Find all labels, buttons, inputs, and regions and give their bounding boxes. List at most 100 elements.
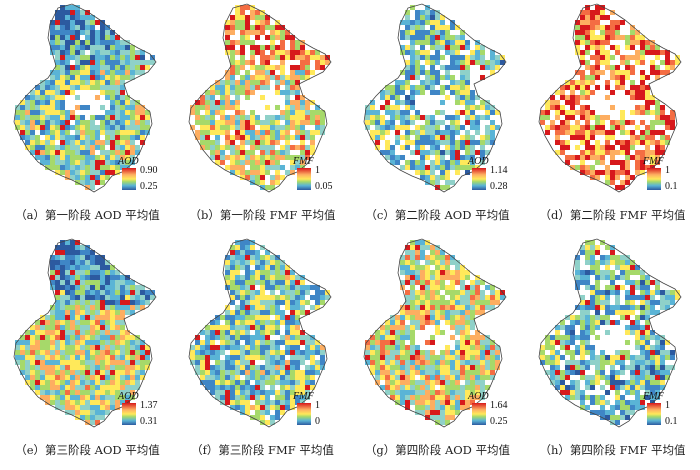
raster-cell [55, 295, 60, 300]
raster-cell [90, 35, 95, 40]
raster-cell [75, 305, 80, 310]
raster-cell [455, 355, 460, 360]
raster-cell [600, 45, 605, 50]
raster-cell [600, 170, 605, 175]
raster-cell [410, 290, 415, 295]
raster-cell [650, 360, 655, 365]
raster-cell [260, 325, 265, 330]
raster-cell [435, 255, 440, 260]
raster-cell [425, 395, 430, 400]
raster-cell [80, 15, 85, 20]
raster-cell [420, 410, 425, 415]
raster-cell [100, 80, 105, 85]
raster-cell [85, 265, 90, 270]
raster-cell [90, 185, 95, 190]
raster-cell [245, 70, 250, 75]
raster-cell [650, 130, 655, 135]
raster-cell [605, 330, 610, 335]
raster-cell [600, 60, 605, 65]
raster-cell [405, 65, 410, 70]
raster-cell [445, 315, 450, 320]
raster-cell [225, 335, 230, 340]
raster-cell [580, 60, 585, 65]
raster-cell [95, 270, 100, 275]
raster-cell [250, 65, 255, 70]
raster-cell [45, 165, 50, 170]
raster-cell [225, 260, 230, 265]
raster-cell [270, 150, 275, 155]
raster-cell [650, 345, 655, 350]
raster-cell [480, 335, 485, 340]
raster-cell [420, 50, 425, 55]
raster-cell [230, 125, 235, 130]
raster-cell [450, 295, 455, 300]
raster-cell [230, 270, 235, 275]
raster-cell [590, 265, 595, 270]
raster-cell [455, 310, 460, 315]
raster-cell [70, 165, 75, 170]
raster-cell [565, 95, 570, 100]
raster-cell [60, 120, 65, 125]
raster-cell [570, 80, 575, 85]
raster-cell [110, 290, 115, 295]
raster-cell [290, 295, 295, 300]
raster-cell [95, 35, 100, 40]
raster-cell [425, 135, 430, 140]
raster-cell [245, 285, 250, 290]
raster-cell [465, 285, 470, 290]
raster-cell [270, 135, 275, 140]
raster-cell [415, 30, 420, 35]
raster-cell [85, 175, 90, 180]
raster-cell [425, 35, 430, 40]
caption-c: （c）第二阶段 AOD 平均值 [365, 208, 510, 222]
raster-cell [425, 140, 430, 145]
raster-cell [445, 165, 450, 170]
raster-cell [255, 250, 260, 255]
raster-cell [230, 150, 235, 155]
raster-cell [390, 375, 395, 380]
raster-cell [420, 140, 425, 145]
raster-cell [460, 35, 465, 40]
raster-cell [280, 35, 285, 40]
raster-cell [245, 250, 250, 255]
raster-cell [45, 350, 50, 355]
raster-cell [120, 305, 125, 310]
raster-cell [70, 40, 75, 45]
raster-cell [465, 405, 470, 410]
raster-cell [75, 325, 80, 330]
raster-cell [430, 300, 435, 305]
raster-cell [385, 390, 390, 395]
raster-cell [60, 390, 65, 395]
raster-cell [230, 250, 235, 255]
raster-cell [640, 295, 645, 300]
raster-cell [90, 320, 95, 325]
raster-cell [590, 170, 595, 175]
raster-cell [90, 305, 95, 310]
raster-cell [420, 360, 425, 365]
raster-cell [600, 5, 605, 10]
raster-cell [405, 400, 410, 405]
raster-cell [410, 20, 415, 25]
raster-cell [655, 140, 660, 145]
raster-cell [620, 310, 625, 315]
raster-cell [60, 70, 65, 75]
raster-cell [445, 75, 450, 80]
raster-cell [50, 275, 55, 280]
raster-cell [255, 320, 260, 325]
raster-cell [275, 50, 280, 55]
raster-cell [390, 350, 395, 355]
raster-cell [640, 330, 645, 335]
raster-cell [430, 250, 435, 255]
raster-cell [225, 90, 230, 95]
raster-cell [240, 55, 245, 60]
raster-cell [145, 130, 150, 135]
raster-cell [250, 270, 255, 275]
raster-cell [45, 360, 50, 365]
raster-cell [285, 300, 290, 305]
raster-cell [255, 330, 260, 335]
raster-cell [65, 410, 70, 415]
raster-cell [215, 160, 220, 165]
raster-cell [540, 115, 545, 120]
raster-cell [270, 365, 275, 370]
raster-cell [30, 345, 35, 350]
